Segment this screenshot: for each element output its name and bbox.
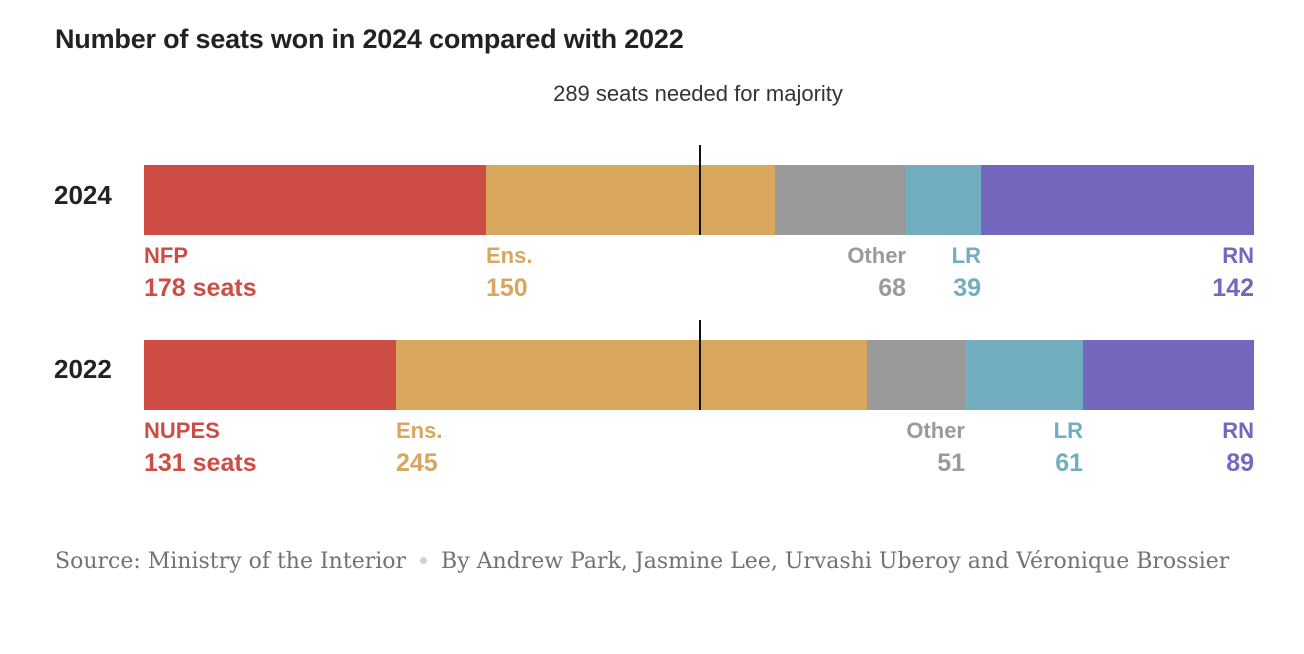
segment-label-ens-2022: Ens.	[396, 418, 443, 443]
segment-label-lr-2024: LR	[951, 243, 981, 268]
source-credit: Source: Ministry of the Interior	[55, 549, 407, 574]
bar-segment-ens-2022	[396, 340, 867, 410]
majority-annotation: 289 seats needed for majority	[553, 81, 843, 106]
bar-segment-rn-2024	[981, 165, 1254, 235]
segment-label-lr-2022: LR	[1053, 418, 1083, 443]
segment-value-ens-2022: 245	[396, 449, 438, 477]
bar-segment-other-2024	[775, 165, 906, 235]
segment-value-lr-2024: 39	[953, 274, 981, 302]
footer: Source: Ministry of the Interior By Andre…	[55, 543, 1245, 580]
chart-title: Number of seats won in 2024 compared wit…	[55, 24, 684, 54]
bar-2024	[144, 165, 1254, 235]
segment-value-rn-2022: 89	[1226, 449, 1254, 477]
segment-value-rn-2024: 142	[1212, 274, 1254, 302]
bar-segment-rn-2022	[1083, 340, 1254, 410]
bar-segment-nfp-2022	[144, 340, 396, 410]
segment-value-nfp-2022: 131 seats	[144, 449, 257, 477]
majority-line-2022	[699, 320, 701, 410]
majority-line-2024	[699, 145, 701, 235]
byline: By Andrew Park, Jasmine Lee, Urvashi Ube…	[441, 549, 1230, 574]
bar-segment-other-2022	[867, 340, 965, 410]
bar-2022	[144, 340, 1254, 410]
bar-segment-nfp-2024	[144, 165, 486, 235]
segment-label-ens-2024: Ens.	[486, 243, 533, 268]
segment-value-other-2022: 51	[937, 449, 965, 477]
bar-segment-lr-2024	[906, 165, 981, 235]
separator-dot	[420, 556, 428, 564]
bar-segment-lr-2022	[965, 340, 1083, 410]
segment-label-other-2022: Other	[906, 418, 965, 443]
segment-value-nfp-2024: 178 seats	[144, 274, 257, 302]
segment-label-other-2024: Other	[847, 243, 906, 268]
segment-label-rn-2024: RN	[1222, 243, 1254, 268]
year-label-2022: 2022	[54, 354, 112, 384]
segment-value-other-2024: 68	[878, 274, 906, 302]
segment-label-nfp-2022: NUPES	[144, 418, 220, 443]
segment-value-ens-2024: 150	[486, 274, 528, 302]
segment-label-rn-2022: RN	[1222, 418, 1254, 443]
segment-label-nfp-2024: NFP	[144, 243, 188, 268]
segment-value-lr-2022: 61	[1055, 449, 1083, 477]
bar-segment-ens-2024	[486, 165, 775, 235]
year-label-2024: 2024	[54, 180, 112, 210]
